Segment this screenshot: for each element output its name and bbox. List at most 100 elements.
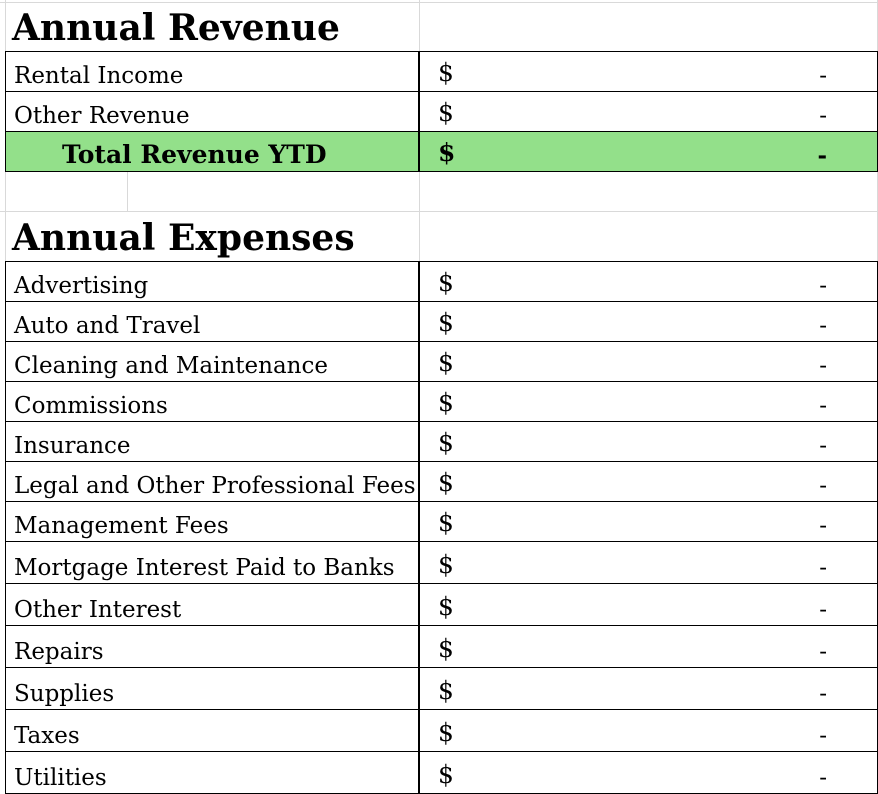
label-cell[interactable]: Management Fees bbox=[5, 501, 419, 542]
label-cell[interactable]: Other Revenue bbox=[5, 91, 419, 132]
amount-cell[interactable]: $ - bbox=[419, 501, 878, 542]
row-label: Taxes bbox=[14, 723, 80, 749]
label-cell[interactable]: Other Interest bbox=[5, 583, 419, 626]
label-cell[interactable]: Repairs bbox=[5, 625, 419, 668]
amount-value: - bbox=[819, 681, 827, 707]
currency-symbol: $ bbox=[438, 718, 454, 747]
revenue-heading: Annual Revenue bbox=[12, 7, 340, 49]
row-label: Management Fees bbox=[14, 513, 229, 539]
table-row: Management Fees $ - bbox=[0, 501, 878, 542]
table-row: Taxes $ - bbox=[0, 709, 878, 752]
expenses-heading-row: Annual Expenses bbox=[0, 212, 878, 262]
amount-cell[interactable]: $ - bbox=[419, 461, 878, 502]
label-cell[interactable]: Mortgage Interest Paid to Banks bbox=[5, 541, 419, 584]
row-label: Other Interest bbox=[14, 597, 182, 623]
amount-value: - bbox=[819, 473, 827, 499]
amount-value: - bbox=[819, 597, 827, 623]
currency-symbol: $ bbox=[438, 550, 454, 579]
row-label: Insurance bbox=[14, 433, 131, 459]
amount-value: - bbox=[817, 142, 827, 169]
gridline bbox=[419, 0, 420, 52]
amount-value: - bbox=[819, 103, 827, 129]
table-row: Cleaning and Maintenance $ - bbox=[0, 341, 878, 382]
currency-symbol: $ bbox=[438, 508, 454, 537]
label-cell[interactable]: Insurance bbox=[5, 421, 419, 462]
total-label: Total Revenue YTD bbox=[62, 140, 327, 169]
amount-cell[interactable]: $ - bbox=[419, 301, 878, 342]
amount-value: - bbox=[819, 513, 827, 539]
amount-cell[interactable]: $ - bbox=[419, 51, 878, 92]
label-cell[interactable]: Auto and Travel bbox=[5, 301, 419, 342]
currency-symbol: $ bbox=[438, 388, 454, 417]
table-row: Commissions $ - bbox=[0, 381, 878, 422]
gridline bbox=[0, 2, 878, 3]
label-cell[interactable]: Utilities bbox=[5, 751, 419, 794]
currency-symbol: $ bbox=[438, 268, 454, 297]
expenses-heading: Annual Expenses bbox=[12, 217, 355, 259]
amount-cell[interactable]: $ - bbox=[419, 709, 878, 752]
amount-value: - bbox=[819, 765, 827, 791]
table-row: Legal and Other Professional Fees $ - bbox=[0, 461, 878, 502]
amount-value: - bbox=[819, 393, 827, 419]
label-cell[interactable]: Rental Income bbox=[5, 51, 419, 92]
row-label: Mortgage Interest Paid to Banks bbox=[14, 555, 395, 581]
amount-cell[interactable]: $ - bbox=[419, 751, 878, 794]
table-row: Advertising $ - bbox=[0, 261, 878, 302]
amount-cell[interactable]: $ - bbox=[419, 381, 878, 422]
row-label: Rental Income bbox=[14, 63, 184, 89]
currency-symbol: $ bbox=[438, 634, 454, 663]
amount-value: - bbox=[819, 639, 827, 665]
total-revenue-row: Total Revenue YTD $ - bbox=[0, 131, 878, 172]
table-row: Auto and Travel $ - bbox=[0, 301, 878, 342]
label-cell[interactable]: Legal and Other Professional Fees bbox=[5, 461, 419, 502]
gridline bbox=[419, 172, 420, 262]
row-label: Auto and Travel bbox=[14, 313, 201, 339]
label-cell[interactable]: Total Revenue YTD bbox=[5, 131, 419, 172]
currency-symbol: $ bbox=[438, 348, 454, 377]
label-cell[interactable]: Supplies bbox=[5, 667, 419, 710]
row-label: Advertising bbox=[14, 273, 149, 299]
table-row: Other Revenue $ - bbox=[0, 91, 878, 132]
cell[interactable]: Annual Revenue bbox=[5, 2, 419, 52]
revenue-heading-row: Annual Revenue bbox=[0, 2, 878, 52]
currency-symbol: $ bbox=[438, 138, 456, 167]
amount-cell[interactable]: $ - bbox=[419, 421, 878, 462]
currency-symbol: $ bbox=[438, 592, 454, 621]
row-label: Repairs bbox=[14, 639, 104, 665]
cell[interactable]: Annual Expenses bbox=[5, 212, 419, 262]
amount-value: - bbox=[819, 353, 827, 379]
table-row: Other Interest $ - bbox=[0, 583, 878, 626]
amount-cell[interactable]: $ - bbox=[419, 91, 878, 132]
row-label: Commissions bbox=[14, 393, 168, 419]
amount-cell[interactable]: $ - bbox=[419, 261, 878, 302]
currency-symbol: $ bbox=[438, 58, 454, 87]
label-cell[interactable]: Commissions bbox=[5, 381, 419, 422]
row-label: Supplies bbox=[14, 681, 115, 707]
amount-cell[interactable]: $ - bbox=[419, 341, 878, 382]
label-cell[interactable]: Advertising bbox=[5, 261, 419, 302]
label-cell[interactable]: Cleaning and Maintenance bbox=[5, 341, 419, 382]
gridline bbox=[0, 211, 878, 212]
currency-symbol: $ bbox=[438, 468, 454, 497]
amount-value: - bbox=[819, 723, 827, 749]
table-row: Rental Income $ - bbox=[0, 51, 878, 92]
table-row: Insurance $ - bbox=[0, 421, 878, 462]
currency-symbol: $ bbox=[438, 760, 454, 789]
table-row: Supplies $ - bbox=[0, 667, 878, 710]
amount-cell[interactable]: $ - bbox=[419, 667, 878, 710]
label-cell[interactable]: Taxes bbox=[5, 709, 419, 752]
amount-value: - bbox=[819, 433, 827, 459]
amount-value: - bbox=[819, 63, 827, 89]
row-label: Utilities bbox=[14, 765, 107, 791]
amount-cell[interactable]: $ - bbox=[419, 625, 878, 668]
amount-value: - bbox=[819, 273, 827, 299]
amount-cell[interactable]: $ - bbox=[419, 541, 878, 584]
amount-cell[interactable]: $ - bbox=[419, 131, 878, 172]
currency-symbol: $ bbox=[438, 308, 454, 337]
table-row: Mortgage Interest Paid to Banks $ - bbox=[0, 541, 878, 584]
amount-cell[interactable]: $ - bbox=[419, 583, 878, 626]
amount-value: - bbox=[819, 555, 827, 581]
table-row: Utilities $ - bbox=[0, 751, 878, 794]
currency-symbol: $ bbox=[438, 98, 454, 127]
